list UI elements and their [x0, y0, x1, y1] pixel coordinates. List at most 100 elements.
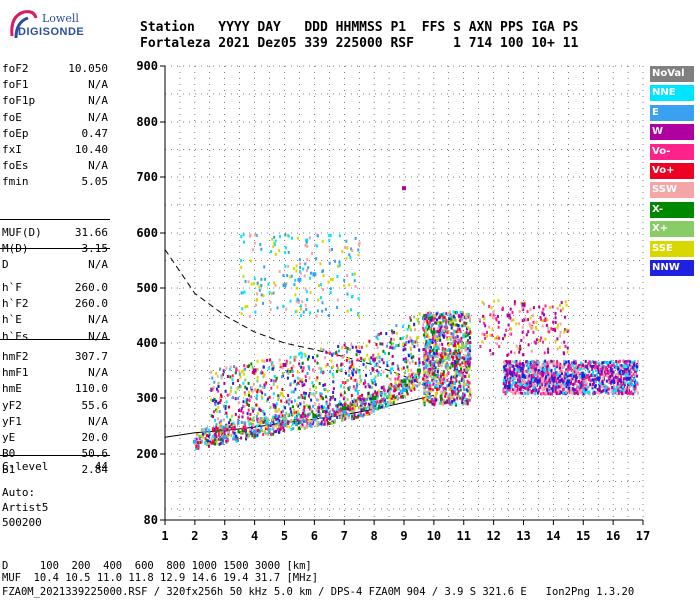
echo-point [510, 370, 513, 374]
echo-point [336, 298, 339, 302]
echo-point [387, 403, 390, 407]
echo-point [242, 274, 245, 278]
echo-point [341, 416, 344, 420]
echo-point [301, 369, 304, 373]
echo-point [223, 418, 225, 422]
echo-point [324, 356, 326, 360]
echo-point [452, 352, 455, 355]
param-value: 2.84 [81, 463, 109, 477]
echo-point [498, 336, 501, 340]
echo-point [625, 364, 628, 368]
echo-point [546, 371, 549, 375]
echo-point [245, 400, 248, 404]
echo-point [359, 406, 362, 410]
echo-point [319, 283, 322, 287]
echo-point [523, 318, 526, 322]
echo-point [615, 362, 618, 366]
auto-version: 500200 [2, 516, 42, 529]
param-yf2: yF2 55.6 [2, 399, 108, 413]
echo-point [211, 435, 214, 438]
echo-point [416, 378, 419, 382]
echo-point [607, 391, 610, 395]
x-tick-label: 2 [191, 529, 198, 543]
echo-point [469, 390, 472, 394]
echo-point [429, 313, 432, 317]
echo-point [341, 414, 344, 418]
echo-point [460, 315, 463, 319]
param-foe: foE N/A [2, 111, 108, 125]
echo-point [412, 377, 415, 381]
echo-point [231, 378, 234, 382]
echo-point [592, 364, 595, 368]
echo-point [621, 364, 624, 368]
echo-point [550, 377, 553, 381]
echo-point [454, 311, 457, 315]
echo-point [390, 337, 393, 341]
echo-point [558, 380, 561, 384]
echo-point [410, 348, 412, 351]
echo-point [512, 377, 515, 381]
echo-point [551, 362, 554, 366]
echo-point [431, 341, 434, 344]
echo-point [314, 402, 317, 406]
echo-point [298, 377, 301, 381]
echo-point [219, 398, 222, 402]
param-value: 20.0 [81, 431, 109, 444]
echo-point [513, 387, 516, 391]
param-fxi: fxI 10.40 [2, 143, 108, 157]
echo-point [452, 339, 455, 343]
echo-point [453, 368, 456, 372]
echo-point [244, 367, 247, 371]
echo-point [444, 334, 447, 338]
echo-point [435, 349, 438, 352]
echo-point [247, 408, 250, 412]
echo-point [266, 421, 269, 425]
echo-point [525, 362, 527, 366]
echo-point [278, 425, 280, 429]
echo-point [374, 390, 377, 394]
echo-point [580, 383, 583, 387]
echo-point [582, 383, 585, 387]
echo-point [379, 399, 382, 403]
echo-point [518, 309, 521, 313]
echo-point [377, 363, 379, 367]
echo-point [247, 419, 250, 423]
echo-point [321, 270, 324, 273]
echo-point [579, 374, 582, 378]
echo-point [520, 366, 523, 370]
echo-point [212, 429, 215, 433]
echo-point [329, 287, 332, 291]
echo-point [551, 389, 554, 393]
echo-point [455, 374, 458, 378]
echo-point [342, 397, 345, 401]
echo-point [514, 391, 517, 395]
echo-point [413, 345, 416, 349]
echo-point [402, 384, 405, 388]
echo-point [625, 370, 628, 374]
echo-point [502, 306, 504, 310]
echo-point [478, 318, 481, 322]
echo-point [367, 394, 369, 398]
echo-point [237, 419, 240, 422]
echo-point [453, 375, 455, 379]
echo-point [438, 401, 441, 405]
echo-point [299, 266, 302, 270]
echo-point [579, 389, 582, 393]
echo-point [530, 384, 533, 388]
echo-point [574, 388, 577, 392]
echo-point [311, 422, 314, 426]
echo-point [393, 385, 396, 389]
echo-point [403, 359, 406, 363]
echo-point [202, 432, 205, 436]
echo-point [217, 401, 220, 405]
digisonde-logo: Lowell DIGISONDE [4, 4, 84, 44]
echo-point [219, 422, 222, 426]
echo-point [459, 310, 462, 314]
echo-point [505, 370, 508, 374]
echo-point [347, 416, 350, 420]
header-row-1: Station YYYY DAY DDD HHMMSS P1 FFS S AXN… [140, 20, 579, 35]
echo-point [248, 364, 250, 368]
echo-point [251, 389, 254, 393]
echo-point [544, 382, 547, 386]
echo-point [341, 356, 344, 360]
